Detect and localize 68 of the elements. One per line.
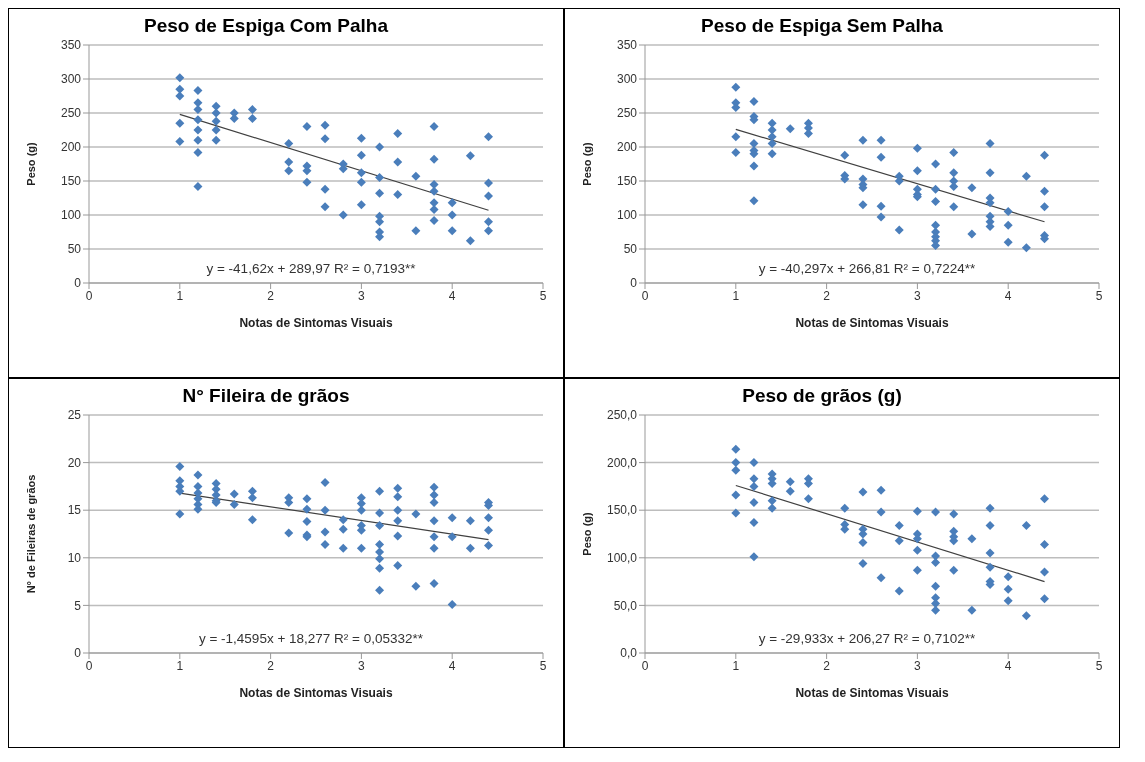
y-tick-label: 200 — [616, 140, 638, 155]
x-tick-label: 1 — [176, 658, 184, 673]
y-tick-label: 300 — [616, 72, 638, 87]
x-tick-label: 4 — [448, 288, 456, 303]
chart-title: Peso de grãos (g) — [741, 385, 903, 407]
y-tick-label: 100 — [60, 208, 82, 223]
y-tick-label: 250 — [616, 106, 638, 121]
y-axis-title: Peso (g) — [580, 511, 593, 556]
x-axis-title: Notas de Sintomas Visuais — [239, 686, 393, 700]
y-tick-label: 0,0 — [620, 646, 638, 661]
x-tick-label: 3 — [358, 658, 366, 673]
y-tick-label: 150 — [60, 174, 82, 189]
y-tick-label: 25 — [67, 408, 82, 423]
y-tick-label: 50,0 — [613, 598, 638, 613]
y-axis-title: N° de Fileiras de grãos — [24, 474, 37, 594]
x-tick-label: 4 — [1004, 658, 1012, 673]
y-tick-label: 150 — [616, 174, 638, 189]
x-tick-label: 4 — [1004, 288, 1012, 303]
x-tick-label: 3 — [358, 288, 366, 303]
x-tick-label: 1 — [732, 288, 740, 303]
y-tick-label: 20 — [67, 455, 82, 470]
y-tick-label: 350 — [60, 38, 82, 53]
x-tick-label: 2 — [823, 658, 831, 673]
y-tick-label: 5 — [74, 598, 82, 613]
annotation: y = -29,933x + 206,27 R² = 0,7102** — [758, 631, 977, 646]
y-tick-label: 350 — [616, 38, 638, 53]
x-tick-label: 1 — [732, 658, 740, 673]
x-tick-label: 0 — [641, 658, 649, 673]
x-tick-label: 5 — [1095, 288, 1103, 303]
y-tick-label: 100 — [616, 208, 638, 223]
y-tick-label: 100,0 — [606, 551, 638, 566]
y-axis-title: Peso (g) — [580, 141, 593, 186]
annotation: y = -40,297x + 266,81 R² = 0,7224** — [758, 261, 977, 276]
y-tick-label: 15 — [67, 503, 82, 518]
x-tick-label: 5 — [539, 658, 547, 673]
x-tick-label: 3 — [914, 658, 922, 673]
x-tick-label: 2 — [267, 288, 275, 303]
chart-title: Peso de Espiga Sem Palha — [700, 15, 944, 37]
y-tick-label: 250,0 — [606, 408, 638, 423]
y-tick-label: 0 — [74, 646, 82, 661]
y-tick-label: 50 — [67, 242, 82, 257]
x-tick-label: 4 — [448, 658, 456, 673]
y-axis-title: Peso (g) — [24, 141, 37, 186]
x-tick-label: 3 — [914, 288, 922, 303]
annotation: y = -1,4595x + 18,277 R² = 0,05332** — [198, 631, 424, 646]
x-axis-title: Notas de Sintomas Visuais — [795, 686, 949, 700]
y-tick-label: 250 — [60, 106, 82, 121]
annotation: y = -41,62x + 289,97 R² = 0,7193** — [206, 261, 417, 276]
x-axis-title: Notas de Sintomas Visuais — [795, 316, 949, 330]
y-tick-label: 0 — [74, 276, 82, 291]
x-tick-label: 0 — [85, 658, 93, 673]
x-tick-label: 5 — [1095, 658, 1103, 673]
chart-title: N° Fileira de grãos — [181, 385, 351, 407]
x-tick-label: 2 — [267, 658, 275, 673]
y-tick-label: 50 — [623, 242, 638, 257]
x-tick-label: 0 — [641, 288, 649, 303]
y-tick-label: 150,0 — [606, 503, 638, 518]
y-tick-label: 0 — [630, 276, 638, 291]
x-tick-label: 2 — [823, 288, 831, 303]
y-tick-label: 300 — [60, 72, 82, 87]
x-axis-title: Notas de Sintomas Visuais — [239, 316, 393, 330]
x-tick-label: 0 — [85, 288, 93, 303]
x-tick-label: 1 — [176, 288, 184, 303]
x-tick-label: 5 — [539, 288, 547, 303]
y-tick-label: 200 — [60, 140, 82, 155]
y-tick-label: 10 — [67, 551, 82, 566]
y-tick-label: 200,0 — [606, 455, 638, 470]
chart-title: Peso de Espiga Com Palha — [143, 15, 389, 37]
